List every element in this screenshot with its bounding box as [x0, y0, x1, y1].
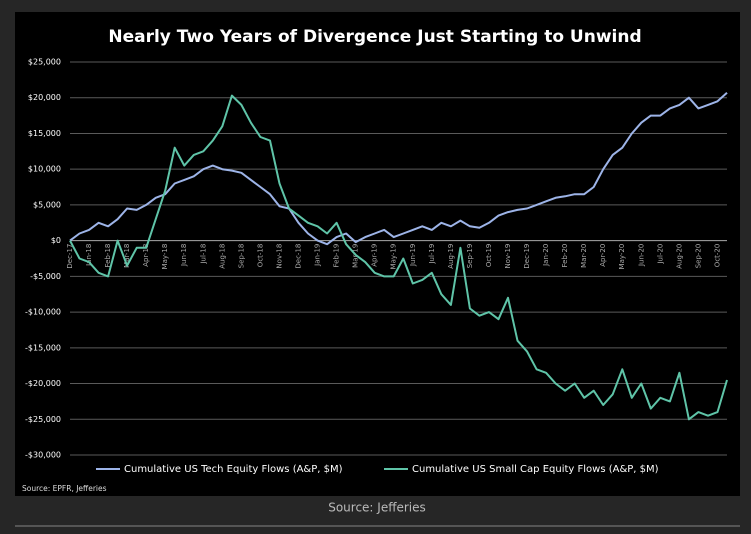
x-tick-label: Apr-19 [371, 244, 379, 267]
y-tick-label: -$30,000 [25, 451, 61, 460]
series-line [69, 94, 728, 421]
x-tick-label: Sep-18 [237, 244, 245, 269]
series-line [69, 91, 728, 246]
legend-label: Cumulative US Tech Equity Flows (A&P, $M… [124, 464, 343, 475]
x-tick-label: Jun-20 [637, 244, 645, 267]
y-tick-label: $10,000 [28, 165, 61, 174]
caption: Source: Jefferies [328, 501, 426, 515]
x-tick-label: Jun-19 [409, 244, 417, 267]
x-tick-label: Jul-20 [656, 244, 664, 265]
y-tick-label: -$25,000 [25, 415, 61, 424]
x-tick-label: May-20 [618, 244, 626, 270]
x-tick-label: Apr-20 [599, 244, 607, 267]
x-tick-label: Nov-18 [275, 244, 283, 269]
x-tick-label: Oct-18 [256, 244, 264, 268]
x-tick-label: Sep-19 [466, 244, 474, 269]
x-tick-label: Mar-18 [123, 244, 131, 268]
x-tick-label: Aug-20 [675, 244, 683, 269]
x-tick-label: Feb-20 [561, 244, 569, 268]
x-tick-label: Nov-19 [504, 244, 512, 269]
x-tick-label: Jul-19 [428, 244, 436, 265]
x-tick-label: Dec-17 [66, 244, 74, 269]
legend-label: Cumulative US Small Cap Equity Flows (A&… [412, 464, 659, 475]
x-tick-label: Jul-18 [199, 244, 207, 265]
x-tick-label: May-19 [390, 244, 398, 270]
x-tick-label: Aug-18 [218, 244, 226, 269]
x-tick-label: Feb-18 [104, 244, 112, 268]
x-tick-label: Jan-19 [314, 244, 322, 267]
y-tick-label: $25,000 [28, 58, 61, 67]
y-tick-label: -$20,000 [25, 379, 61, 388]
chart-background [15, 12, 740, 496]
x-tick-label: Feb-19 [333, 244, 341, 268]
y-tick-label: -$10,000 [25, 308, 61, 317]
y-tick-label: $20,000 [28, 93, 61, 102]
x-tick-label: Jan-20 [542, 244, 550, 267]
x-tick-label: Oct-20 [713, 244, 721, 268]
x-tick-label: Jun-18 [180, 244, 188, 267]
x-tick-label: Dec-18 [295, 244, 303, 269]
x-tick-label: Apr-18 [142, 244, 150, 267]
y-tick-label: $15,000 [28, 129, 61, 138]
y-tick-label: $5,000 [33, 200, 61, 209]
y-tick-label: -$15,000 [25, 343, 61, 352]
y-tick-label: -$5,000 [30, 272, 61, 281]
x-tick-label: Aug-19 [447, 244, 455, 269]
chart-source: Source: EPFR, Jefferies [22, 484, 107, 493]
x-tick-label: Oct-19 [485, 244, 493, 268]
x-tick-label: Mar-20 [580, 244, 588, 268]
x-tick-label: Jan-18 [85, 244, 93, 267]
x-tick-label: Sep-20 [694, 244, 702, 269]
chart-title: Nearly Two Years of Divergence Just Star… [108, 27, 641, 47]
y-tick-label: $0 [51, 236, 61, 245]
x-tick-label: May-18 [161, 244, 169, 270]
x-tick-label: Dec-19 [523, 244, 531, 269]
